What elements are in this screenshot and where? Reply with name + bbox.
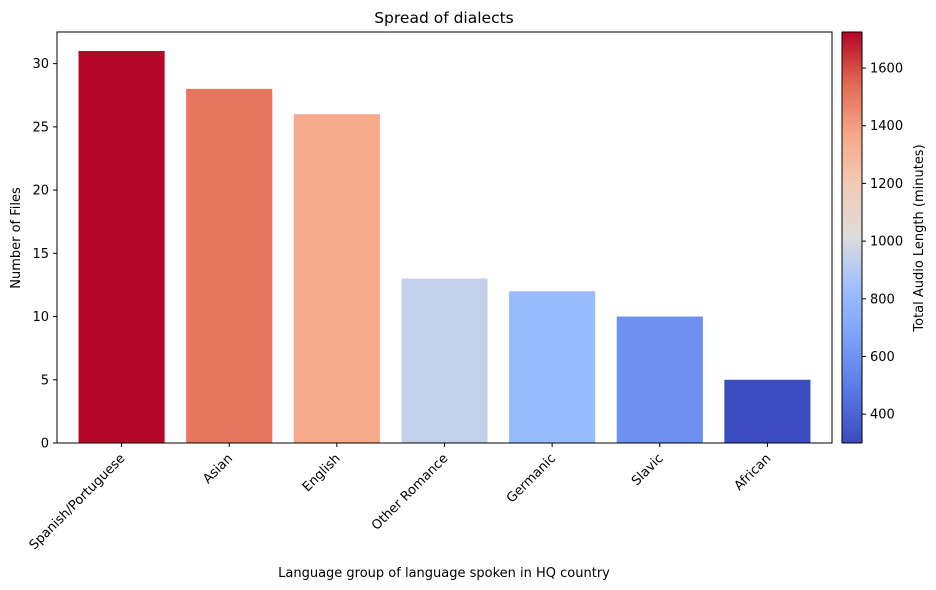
plot-frame <box>56 31 833 444</box>
bar-other-romance <box>401 278 488 443</box>
colorbar-tick-label: 400 <box>870 408 895 423</box>
colorbar-tick-label: 800 <box>870 292 895 307</box>
y-axis-ticks: 0 5 10 15 20 25 30 <box>32 57 57 452</box>
colorbar-ticks: 400 600 800 1000 1200 1400 1600 <box>862 62 903 423</box>
x-tick-label: English <box>300 451 344 495</box>
y-tick-label: 30 <box>32 57 49 72</box>
y-tick-label: 15 <box>32 247 49 262</box>
x-tick-label: Slavic <box>629 451 667 489</box>
x-axis-label: Language group of language spoken in HQ … <box>278 566 610 581</box>
bar-african <box>724 379 811 443</box>
colorbar-tick-label: 600 <box>870 350 895 365</box>
x-axis-ticks: Spanish/Portuguese Asian English Other Roma… <box>27 443 775 553</box>
y-tick-label: 5 <box>41 373 49 388</box>
y-tick-label: 10 <box>32 310 49 325</box>
y-tick-label: 0 <box>41 437 49 452</box>
bar-germanic <box>509 291 596 443</box>
x-tick-label: Asian <box>200 451 236 487</box>
bar-slavic <box>616 316 703 443</box>
x-tick-label: African <box>732 451 775 494</box>
x-tick-label: Spanish/Portuguese <box>27 451 129 553</box>
x-tick-label: Other Romance <box>369 451 451 533</box>
colorbar-tick-label: 1200 <box>870 177 903 192</box>
colorbar-tick-label: 1000 <box>870 235 903 250</box>
bar-group <box>78 50 811 444</box>
bar-english <box>293 114 380 443</box>
y-tick-label: 25 <box>32 120 49 135</box>
colorbar-tick-label: 1400 <box>870 119 903 134</box>
y-tick-label: 20 <box>32 184 49 199</box>
bar-spanish-portuguese <box>78 50 165 443</box>
chart-title: Spread of dialects <box>374 9 514 27</box>
bar-asian <box>186 88 273 444</box>
colorbar-tick-label: 1600 <box>870 62 903 77</box>
y-axis-label: Number of Files <box>9 187 24 289</box>
colorbar-label: Total Audio Length (minutes) <box>912 144 927 332</box>
colorbar <box>841 31 863 444</box>
x-tick-label: Germanic <box>504 451 559 506</box>
